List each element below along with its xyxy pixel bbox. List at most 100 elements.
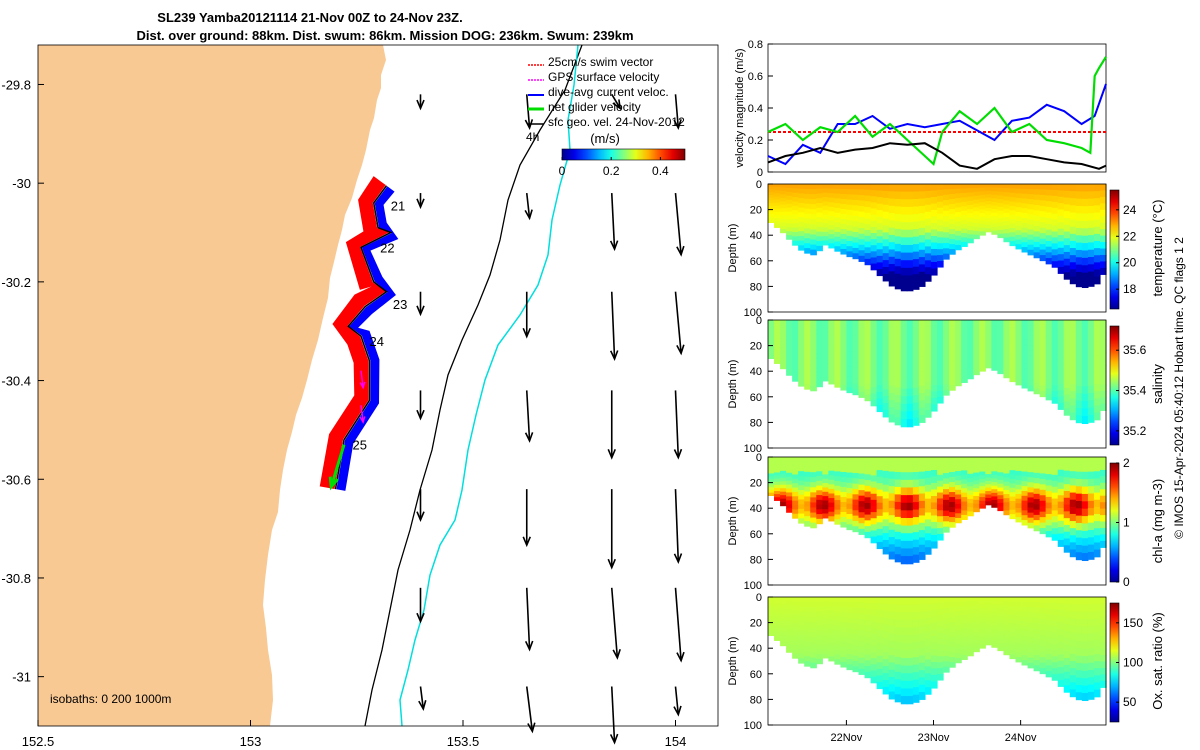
- oxygen-section-cell: [834, 635, 842, 641]
- salinity-section-cell: [828, 320, 835, 326]
- oxygen-section-cell: [1063, 624, 1071, 632]
- salinity-section-cell: [943, 330, 950, 337]
- temperature-section-cell: [774, 205, 781, 210]
- oxygen-section-cell: [846, 612, 854, 619]
- chlorophyll-section-cell: [918, 478, 926, 487]
- salinity-section-cell: [1093, 362, 1101, 371]
- glider-track-line: [334, 185, 393, 490]
- salinity-section-cell: [1003, 336, 1011, 342]
- chlorophyll-section-cell: [979, 471, 986, 476]
- temperature-section-cell: [985, 228, 992, 233]
- salinity-section-cell: [912, 365, 920, 374]
- temperature-section-cell: [888, 278, 896, 287]
- chlorophyll-section-cell: [1087, 464, 1095, 473]
- chlorophyll-section-cell: [1045, 502, 1053, 509]
- salinity-section-frame: [767, 319, 1107, 449]
- salinity-section-cell: [780, 351, 787, 356]
- oxygen-section-cell: [961, 623, 968, 629]
- oxygen-section-cell: [991, 611, 998, 616]
- temperature-section-cell: [1027, 194, 1035, 200]
- temperature-section-cell: [876, 242, 884, 250]
- surface-velocity-arrow-head: [416, 409, 425, 421]
- oxygen-section-cell: [1051, 644, 1059, 652]
- salinity-section-cell: [864, 394, 872, 402]
- map-x-tick-label: 152.5: [22, 734, 55, 749]
- oxygen-section-cell: [804, 606, 811, 613]
- salinity-section-cell: [1069, 327, 1077, 335]
- oxygen-section-cell: [985, 627, 992, 632]
- chlorophyll-section-cell: [840, 521, 848, 528]
- oxygen-section-cell: [1051, 614, 1059, 622]
- salinity-section-cell: [1015, 380, 1023, 386]
- temperature-section-cell: [961, 228, 968, 234]
- surface-velocity-arrow-head: [524, 209, 533, 221]
- salinity-section-cell: [1075, 415, 1083, 424]
- chlorophyll-section-cell: [918, 522, 926, 531]
- chlorophyll-section-cell: [967, 482, 974, 487]
- chlorophyll-section-cell: [943, 489, 950, 496]
- salinity-section-cell: [780, 330, 787, 335]
- salinity-section-cell: [973, 347, 980, 352]
- salinity-section-cell: [937, 391, 944, 398]
- salinity-section-cell: [1075, 341, 1083, 350]
- salinity-section-cell: [906, 396, 914, 405]
- temperature-section-cell: [1003, 225, 1011, 230]
- temperature-section-cell: [822, 184, 829, 189]
- temperature-section-cell: [1081, 280, 1089, 289]
- chlorophyll-section-cell: [882, 484, 890, 493]
- salinity-section-cell: [1045, 348, 1053, 355]
- chlorophyll-section-cell: [870, 512, 878, 519]
- salinity-section-cell: [930, 352, 938, 360]
- temperature-section-cell: [979, 224, 986, 229]
- salinity-section-cell: [846, 335, 854, 342]
- chlorophyll-section-cell: [967, 461, 974, 466]
- chlorophyll-section-cell: [834, 457, 842, 463]
- chlorophyll-section-cell: [876, 457, 884, 465]
- salinity-section-cell: [864, 366, 872, 373]
- oxygen-section-cell: [973, 600, 980, 606]
- chlorophyll-section-cell: [1051, 510, 1059, 517]
- salinity-section-cell: [973, 331, 980, 337]
- chlorophyll-section-cell: [894, 457, 902, 466]
- map-colorbar-tick-label: 0.2: [603, 164, 620, 178]
- salinity-section-cell: [961, 351, 968, 357]
- temperature-section-cell: [792, 214, 799, 220]
- oxygen-section-cell: [1087, 640, 1095, 649]
- salinity-section-cell: [918, 407, 926, 416]
- oxygen-section-cell: [979, 637, 986, 642]
- oxygen-section-cell: [1045, 614, 1053, 621]
- temperature-section-cell: [1015, 234, 1023, 241]
- salinity-section-cell: [1033, 372, 1041, 379]
- chlorophyll-section-cell: [1087, 530, 1095, 538]
- oxygen-section-cell: [840, 611, 848, 618]
- chlorophyll-section-cell: [961, 510, 968, 516]
- salinity-section-y-tick-label: 20: [750, 341, 762, 353]
- oxygen-section-cell: [882, 638, 890, 647]
- salinity-section-cell: [955, 371, 962, 377]
- salinity-section-cell: [1039, 325, 1047, 332]
- legend-dive-label: dive-avg current veloc.: [548, 85, 669, 99]
- salinity-section-cell: [858, 391, 866, 398]
- oxygen-section-cell: [1099, 648, 1107, 656]
- salinity-section-cell: [973, 320, 980, 325]
- temperature-section-cell: [1021, 193, 1029, 200]
- salinity-section-cell: [1003, 320, 1011, 325]
- chlorophyll-section-cell: [792, 496, 799, 502]
- surface-velocity-arrow: [609, 686, 619, 745]
- salinity-section-cell: [906, 380, 914, 390]
- oxygen-section-cell: [979, 622, 986, 627]
- surface-velocity-arrow: [673, 489, 683, 564]
- oxygen-section-cell: [810, 652, 817, 659]
- oxygen-section-cell: [828, 633, 835, 639]
- salinity-section-cell: [930, 391, 938, 399]
- temperature-section-cell: [858, 184, 866, 191]
- chlorophyll-section-colorbar-label: chl-a (mg m-3): [1150, 479, 1165, 564]
- oxygen-section-cell: [1003, 625, 1011, 631]
- salinity-section-cell: [1081, 342, 1089, 351]
- chlorophyll-section-cell: [1075, 464, 1083, 473]
- chlorophyll-section-cell: [973, 464, 980, 470]
- salinity-section-cell: [1099, 390, 1107, 399]
- temperature-section-cell: [1087, 213, 1095, 222]
- salinity-section-cell: [852, 367, 860, 374]
- map-colorbar-tick-label: 0.4: [652, 164, 669, 178]
